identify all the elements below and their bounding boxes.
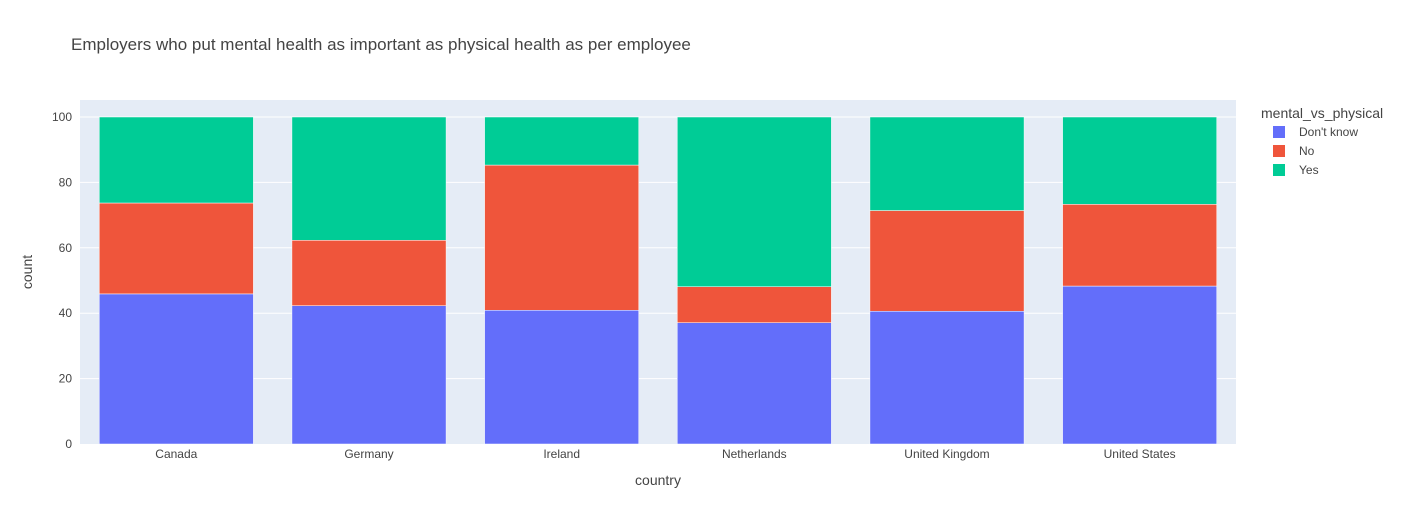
legend-title: mental_vs_physical xyxy=(1261,105,1383,121)
y-tick-label: 100 xyxy=(52,110,72,124)
x-axis-title: country xyxy=(635,472,681,488)
bar-germany-no[interactable] xyxy=(291,240,447,306)
y-tick-label: 60 xyxy=(59,241,73,255)
plot-background xyxy=(80,100,1236,444)
legend: mental_vs_physical Don't know No Yes xyxy=(1261,105,1383,177)
bar-netherlands-no[interactable] xyxy=(677,286,832,323)
legend-label[interactable]: No xyxy=(1299,144,1315,158)
bar-united-kingdom-yes[interactable] xyxy=(869,116,1025,211)
legend-label[interactable]: Yes xyxy=(1299,163,1319,177)
x-tick-label: United Kingdom xyxy=(904,447,989,461)
bar-united-kingdom-no[interactable] xyxy=(869,210,1025,312)
legend-swatch[interactable] xyxy=(1273,126,1285,138)
bar-netherlands-yes[interactable] xyxy=(677,116,832,287)
bar-united-kingdom-don-t-know[interactable] xyxy=(869,310,1025,445)
x-tick-label: Ireland xyxy=(543,447,580,461)
bar-united-states-no[interactable] xyxy=(1062,204,1217,287)
chart-title: Employers who put mental health as impor… xyxy=(71,35,691,54)
legend-swatch[interactable] xyxy=(1273,145,1285,157)
y-axis-title: count xyxy=(19,255,35,289)
bar-ireland-don-t-know[interactable] xyxy=(484,310,639,445)
bar-ireland-yes[interactable] xyxy=(484,116,639,166)
y-axis-ticks: 0 20 40 60 80 100 xyxy=(52,110,72,451)
bar-canada-yes[interactable] xyxy=(99,116,254,204)
y-tick-label: 20 xyxy=(59,372,73,386)
y-tick-label: 40 xyxy=(59,306,73,320)
x-tick-label: United States xyxy=(1104,447,1176,461)
bar-united-states-don-t-know[interactable] xyxy=(1062,285,1217,445)
bar-germany-yes[interactable] xyxy=(291,116,447,241)
bar-canada-don-t-know[interactable] xyxy=(99,293,254,445)
legend-label[interactable]: Don't know xyxy=(1299,125,1358,139)
legend-swatch[interactable] xyxy=(1273,164,1285,176)
x-tick-label: Canada xyxy=(155,447,197,461)
y-tick-label: 80 xyxy=(59,175,73,189)
bar-united-states-yes[interactable] xyxy=(1062,116,1217,205)
y-tick-label: 0 xyxy=(65,437,72,451)
bars xyxy=(99,116,1217,445)
legend-items: Don't know No Yes xyxy=(1273,125,1358,177)
x-tick-label: Germany xyxy=(344,447,393,461)
x-tick-label: Netherlands xyxy=(722,447,787,461)
bar-canada-no[interactable] xyxy=(99,202,254,295)
bar-germany-don-t-know[interactable] xyxy=(291,305,447,445)
bar-netherlands-don-t-know[interactable] xyxy=(677,322,832,445)
bar-ireland-no[interactable] xyxy=(484,164,639,311)
gridlines xyxy=(80,116,1236,380)
x-axis-ticks: Canada Germany Ireland Netherlands United Ki… xyxy=(155,447,1175,461)
